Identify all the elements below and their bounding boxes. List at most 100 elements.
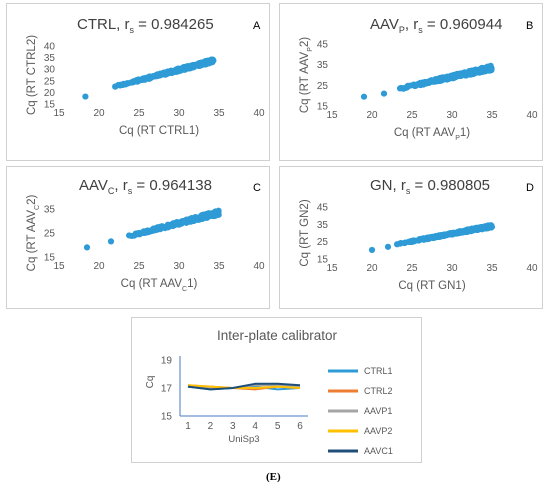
data-point-b — [381, 91, 387, 97]
y-tick-label-a: 30 — [44, 65, 56, 76]
figure-caption: (E) — [266, 471, 281, 483]
y-tick-label-a: 35 — [44, 53, 56, 64]
x-tick-label-a: 35 — [213, 108, 225, 119]
data-point-c — [140, 229, 146, 235]
scatter-plot-c: 15 20 25 30 35 40 15 25 35 Cq (RT AAVC1) Cq (RT AA… — [7, 167, 271, 310]
y-tick-label-c: 35 — [44, 205, 56, 216]
x-tick-label-a: 15 — [53, 108, 65, 119]
data-point-d — [385, 244, 391, 250]
y-tick-label-d: 15 — [317, 255, 329, 266]
data-point-a — [202, 61, 208, 67]
data-point-a — [115, 82, 121, 88]
data-point-c — [135, 230, 141, 236]
x-tick-label-a: 20 — [93, 108, 105, 119]
x-tick-label-c: 30 — [173, 261, 185, 272]
y-tick-label-a: 40 — [44, 42, 56, 53]
x-tick-label-d: 35 — [486, 263, 498, 274]
line-plot-e: Inter-plate calibrator 15 17 19 1 2 3 4 5 6 UniSp3… — [132, 318, 423, 464]
x-axis-label-c: Cq (RT AAVC1) — [121, 278, 198, 293]
data-point-d — [488, 222, 494, 228]
line-panel-e: Inter-plate calibrator 15 17 19 1 2 3 4 5 6 UniSp3… — [131, 317, 422, 463]
scatter-plot-b: 15 20 25 30 35 4015253545Cq (RT AAVP1)Cq (RT … — [280, 4, 544, 162]
scatter-panel-d: GN, rs = 0.980805 D 15 20 25 30 35 40 15 25 35 45… — [279, 166, 543, 309]
y-tick-label-d: 25 — [317, 237, 329, 248]
data-point-c — [181, 219, 187, 225]
y-tick-label-b: 35 — [317, 60, 329, 71]
legend-label-aavc1: AAVC1 — [364, 446, 393, 456]
legend-label-aavp2: AAVP2 — [364, 426, 392, 436]
x-tick-label: 2 — [208, 421, 214, 432]
x-tick-label-b: 40 — [526, 110, 538, 121]
data-point-d — [474, 227, 480, 233]
y-axis-label-c: Cq (RT AAVC2) — [26, 195, 41, 272]
scatter-panel-b: AAVP, rs = 0.960944 B 15 20 25 30 35 40 15 25 35… — [279, 3, 543, 161]
data-point-b — [405, 83, 411, 89]
data-point-c — [153, 227, 159, 233]
x-tick-label: 1 — [185, 421, 191, 432]
x-axis-label: UniSp3 — [228, 434, 259, 445]
legend-label-ctrl1: CTRL1 — [364, 366, 393, 376]
data-point-c — [169, 222, 175, 228]
x-tick-label-a: 30 — [173, 108, 185, 119]
data-point-c — [204, 213, 210, 219]
scatter-panel-c: AAVC, rs = 0.964138 C 15 20 25 30 35 40 15 25 35… — [6, 166, 270, 309]
x-tick-label-b: 20 — [366, 110, 378, 121]
data-point-a — [196, 60, 202, 66]
x-tick-label-b: 30 — [446, 110, 458, 121]
data-point-b — [424, 79, 430, 85]
y-axis-label-a: Cq (RT CTRL2) — [26, 35, 38, 115]
data-point-d — [427, 234, 433, 240]
y-tick-label-b: 45 — [317, 40, 329, 51]
y-tick-label-d: 45 — [317, 203, 329, 214]
data-point-b — [437, 75, 443, 81]
data-point-d — [438, 232, 444, 238]
x-tick-label: 5 — [275, 421, 281, 432]
x-tick-label-d: 30 — [446, 263, 458, 274]
data-point-d — [401, 240, 407, 246]
x-tick-label-d: 20 — [366, 263, 378, 274]
y-tick-label-c: 25 — [44, 229, 56, 240]
data-point-b — [485, 67, 491, 73]
legend-label-aavp1: AAVP1 — [364, 406, 392, 416]
scatter-panel-a: CTRL, rs = 0.984265 A 15 20 25 30 35 40 15 20 25… — [6, 3, 270, 161]
data-point-a — [82, 93, 88, 99]
x-tick-label-a: 40 — [253, 108, 265, 119]
data-point-d — [369, 247, 375, 253]
data-point-c — [162, 225, 168, 231]
data-point-a — [136, 77, 142, 83]
x-tick-label-d: 25 — [406, 263, 418, 274]
data-point-b — [418, 82, 424, 88]
y-tick-label: 15 — [161, 412, 173, 423]
x-tick-label: 3 — [230, 421, 236, 432]
y-tick-label: 17 — [161, 384, 173, 395]
data-point-b — [477, 67, 483, 73]
x-tick-label-c: 20 — [93, 261, 105, 272]
x-tick-label-d: 15 — [326, 263, 338, 274]
data-point-a — [142, 77, 148, 83]
x-tick-label-a: 25 — [133, 108, 145, 119]
data-point-a — [154, 72, 160, 78]
data-point-a — [120, 81, 126, 87]
x-axis-label-b: Cq (RT AAVP1) — [394, 127, 470, 142]
y-axis-label-d: Cq (RT GN2) — [299, 199, 311, 266]
data-point-c — [84, 244, 90, 250]
scatter-plot-d: 15 20 25 30 35 40 15 25 35 45 Cq (RT GN1) Cq (RT GN… — [280, 167, 544, 310]
x-tick-label-b: 35 — [486, 110, 498, 121]
data-point-d — [447, 230, 453, 236]
y-tick-label-a: 20 — [44, 88, 56, 99]
y-tick-label-c: 15 — [44, 253, 56, 264]
chart-title: Inter-plate calibrator — [217, 328, 338, 343]
x-axis-label-d: Cq (RT GN1) — [398, 280, 465, 292]
data-point-a — [179, 67, 185, 73]
x-tick-label: 4 — [252, 421, 258, 432]
y-axis-label-b: Cq (RT AAVP2) — [299, 37, 314, 113]
y-tick-label-b: 15 — [317, 102, 329, 113]
x-axis-label-a: Cq (RT CTRL1) — [119, 125, 199, 137]
y-tick-label: 19 — [161, 356, 173, 367]
x-tick-label-c: 15 — [53, 261, 65, 272]
x-tick-label-b: 25 — [406, 110, 418, 121]
y-tick-label-a: 25 — [44, 76, 56, 87]
data-point-c — [194, 216, 200, 222]
x-tick-label: 6 — [297, 421, 303, 432]
